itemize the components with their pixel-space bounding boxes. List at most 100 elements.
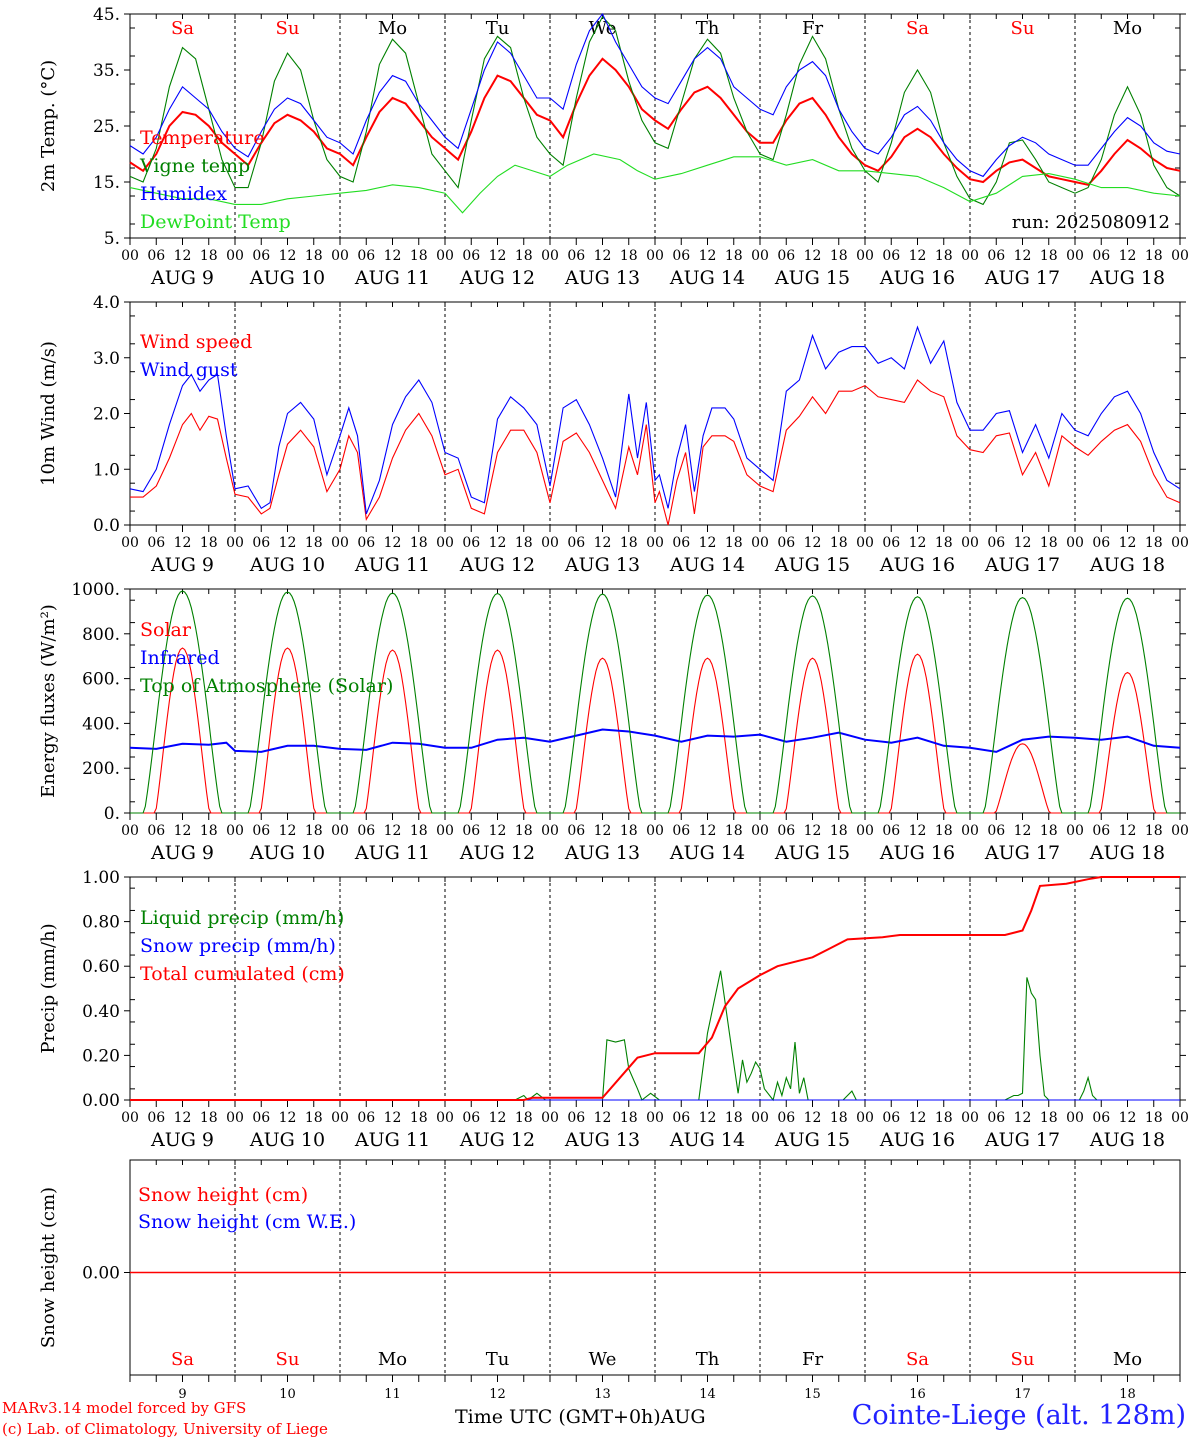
hour-tick-label: 18 [305,535,323,551]
hour-tick-label: 18 [725,248,743,264]
hour-tick-label: 12 [804,535,822,551]
y-axis-title: Snow height (cm) [38,1187,59,1348]
date-label: AUG 16 [879,1129,955,1151]
hour-tick-label: 12 [174,535,192,551]
hour-tick-label: 06 [672,823,690,839]
date-label: AUG 13 [564,842,640,864]
y-tick-label: 35. [93,61,120,81]
date-label: AUG 15 [774,267,850,289]
hour-tick-label: 18 [305,248,323,264]
hour-tick-label: 12 [174,823,192,839]
weekday-label: Tu [486,1349,510,1370]
legend-entry: Liquid precip (mm/h) [140,907,344,929]
hour-tick-label: 12 [804,1110,822,1126]
hour-tick-label: 06 [1092,535,1110,551]
hour-tick-label: 00 [121,1110,139,1126]
hour-tick-label: 00 [121,823,139,839]
hour-tick-label: 18 [200,248,218,264]
hour-tick-label: 18 [1040,248,1058,264]
weekday-label: Fr [802,18,823,39]
hour-tick-label: 00 [646,1110,664,1126]
legend-entry: Total cumulated (cm) [140,963,345,985]
hour-tick-label: 18 [1040,535,1058,551]
y-tick-label: 0.20 [82,1046,120,1066]
hour-tick-label: 18 [830,248,848,264]
weekday-label: Su [1011,18,1035,39]
hour-tick-label: 06 [1092,248,1110,264]
plot-frame [129,588,1181,814]
hour-tick-label: 18 [1145,535,1163,551]
weekday-label: Mo [1113,1349,1142,1370]
hour-tick-label: 18 [725,1110,743,1126]
y-tick-label: 1000. [71,580,120,600]
hour-tick-label: 00 [1171,823,1189,839]
hour-tick-label: 00 [1066,823,1084,839]
hour-tick-label: 12 [1014,248,1032,264]
date-label: AUG 11 [354,1129,430,1151]
hour-tick-label: 12 [1014,823,1032,839]
hour-tick-label: 06 [777,823,795,839]
date-label: AUG 9 [150,1129,214,1151]
hour-tick-label: 12 [384,823,402,839]
hour-tick-label: 12 [489,535,507,551]
hour-tick-label: 12 [279,823,297,839]
date-label: AUG 17 [984,554,1060,576]
hour-tick-label: 18 [935,823,953,839]
date-label: AUG 13 [564,1129,640,1151]
hour-tick-label: 00 [1066,1110,1084,1126]
hour-tick-label: 06 [252,535,270,551]
series-line-total-cumulated-cm- [130,876,1180,1101]
day-number-label: 12 [489,1387,506,1402]
hour-tick-label: 12 [489,823,507,839]
date-label: AUG 16 [879,554,955,576]
y-tick-label: 0.00 [82,1091,120,1111]
hour-tick-label: 12 [489,1110,507,1126]
hour-tick-label: 00 [436,535,454,551]
legend-entry: Vigne temp [139,155,250,177]
hour-tick-label: 12 [594,248,612,264]
date-label: AUG 12 [459,554,535,576]
day-number-label: 9 [178,1387,186,1402]
hour-tick-label: 06 [357,248,375,264]
hour-tick-label: 12 [1014,535,1032,551]
hour-tick-label: 18 [620,1110,638,1126]
date-label: AUG 15 [774,1129,850,1151]
hour-tick-label: 06 [672,1110,690,1126]
hour-tick-label: 12 [909,535,927,551]
hour-tick-label: 00 [1066,535,1084,551]
series-line-infrared [129,728,1181,753]
hour-tick-label: 00 [331,248,349,264]
hour-tick-label: 18 [515,535,533,551]
hour-tick-label: 06 [252,1110,270,1126]
hour-tick-label: 18 [725,823,743,839]
series-line-vigne-temp [129,15,1181,206]
weekday-label: Th [696,1349,720,1370]
hour-tick-label: 06 [357,823,375,839]
lab-credit: (c) Lab. of Climatology, University of L… [2,1420,328,1438]
hour-tick-label: 18 [1145,823,1163,839]
hour-tick-label: 00 [121,535,139,551]
weekday-label: Sa [906,18,929,39]
hour-tick-label: 18 [620,535,638,551]
date-label: AUG 18 [1089,1129,1165,1151]
weekday-label: Mo [1113,18,1142,39]
y-axis-title: 2m Temp. (°C) [38,60,59,192]
y-tick-label: 0.00 [82,1264,120,1284]
hour-tick-label: 00 [646,535,664,551]
date-label: AUG 15 [774,842,850,864]
hour-tick-label: 06 [672,535,690,551]
legend-entry: Humidex [140,183,227,205]
hour-tick-label: 12 [279,248,297,264]
hour-tick-label: 18 [1040,1110,1058,1126]
hour-tick-label: 06 [252,248,270,264]
hour-tick-label: 18 [830,535,848,551]
series-line-humidex [129,12,1181,178]
hour-tick-label: 12 [699,535,717,551]
hour-tick-label: 06 [777,248,795,264]
hour-tick-label: 06 [672,248,690,264]
date-label: AUG 14 [669,1129,745,1151]
model-credit: MARv3.14 model forced by GFS [2,1399,247,1417]
hour-tick-label: 00 [856,823,874,839]
weekday-label: Sa [906,1349,929,1370]
